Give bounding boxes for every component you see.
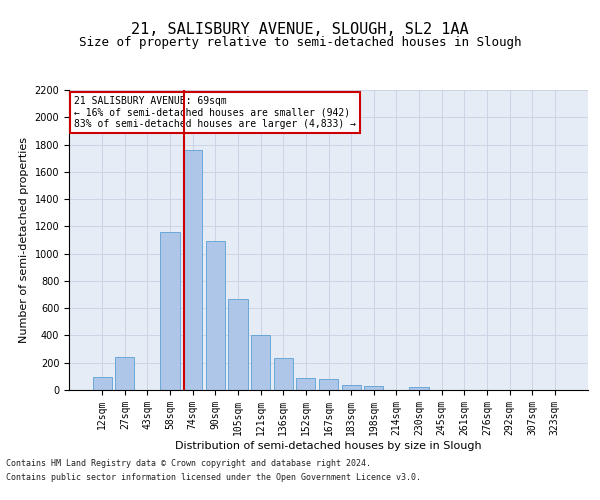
Bar	[229, 298, 248, 390]
Text: Contains public sector information licensed under the Open Government Licence v3: Contains public sector information licen…	[6, 474, 421, 482]
Text: 21 SALISBURY AVENUE: 69sqm
← 16% of semi-detached houses are smaller (942)
83% o: 21 SALISBURY AVENUE: 69sqm ← 16% of semi…	[74, 96, 356, 129]
Bar	[364, 386, 383, 390]
Y-axis label: Number of semi-detached properties: Number of semi-detached properties	[19, 137, 29, 343]
Bar	[251, 336, 270, 390]
X-axis label: Distribution of semi-detached houses by size in Slough: Distribution of semi-detached houses by …	[175, 440, 482, 450]
Bar	[296, 378, 316, 390]
Bar	[160, 232, 180, 390]
Bar	[206, 242, 225, 390]
Text: Contains HM Land Registry data © Crown copyright and database right 2024.: Contains HM Land Registry data © Crown c…	[6, 458, 371, 468]
Text: 21, SALISBURY AVENUE, SLOUGH, SL2 1AA: 21, SALISBURY AVENUE, SLOUGH, SL2 1AA	[131, 22, 469, 38]
Text: Size of property relative to semi-detached houses in Slough: Size of property relative to semi-detach…	[79, 36, 521, 49]
Bar	[319, 379, 338, 390]
Bar	[115, 358, 134, 390]
Bar	[409, 386, 428, 390]
Bar	[183, 150, 202, 390]
Bar	[274, 358, 293, 390]
Bar	[341, 384, 361, 390]
Bar	[92, 377, 112, 390]
